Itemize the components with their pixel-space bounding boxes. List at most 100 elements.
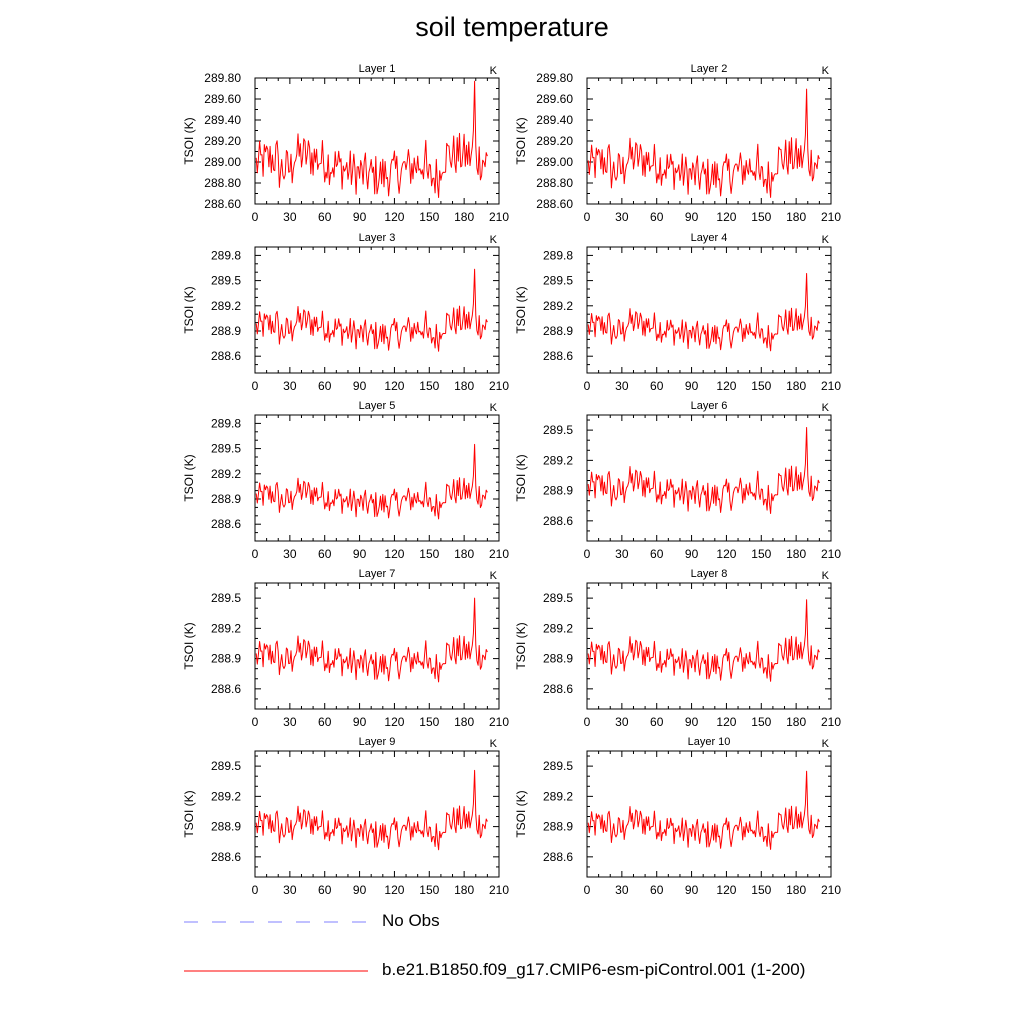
x-tick-label: 60 bbox=[318, 547, 332, 561]
x-tick-label: 30 bbox=[615, 379, 629, 393]
panel-title: Layer 3 bbox=[359, 232, 396, 244]
x-tick-label: 30 bbox=[615, 883, 629, 897]
series-line bbox=[587, 88, 820, 198]
series-line bbox=[255, 268, 488, 352]
x-tick-label: 150 bbox=[419, 715, 439, 729]
y-axis-label: TSOI (K) bbox=[182, 286, 196, 333]
x-tick-label: 210 bbox=[821, 379, 841, 393]
y-tick-label: 289.60 bbox=[536, 92, 573, 106]
y-axis-label: TSOI (K) bbox=[182, 790, 196, 837]
x-tick-label: 0 bbox=[584, 210, 591, 224]
panel-title: Layer 2 bbox=[691, 63, 728, 75]
x-tick-label: 30 bbox=[283, 547, 297, 561]
x-tick-label: 90 bbox=[353, 883, 367, 897]
x-tick-label: 90 bbox=[353, 715, 367, 729]
x-tick-label: 210 bbox=[489, 883, 509, 897]
panel-units: K bbox=[822, 570, 830, 582]
x-tick-label: 180 bbox=[786, 715, 806, 729]
panel-title: Layer 9 bbox=[359, 736, 396, 748]
panel-title: Layer 5 bbox=[359, 400, 396, 412]
y-tick-label: 289.2 bbox=[543, 299, 573, 313]
y-tick-label: 289.2 bbox=[211, 467, 241, 481]
y-tick-label: 289.8 bbox=[211, 248, 241, 262]
x-tick-label: 30 bbox=[283, 715, 297, 729]
x-tick-label: 0 bbox=[252, 379, 259, 393]
y-axis-label: TSOI (K) bbox=[514, 286, 528, 333]
plot-frame bbox=[586, 582, 832, 710]
panel-title: Layer 6 bbox=[691, 400, 728, 412]
y-tick-label: 288.9 bbox=[211, 492, 241, 506]
x-tick-label: 0 bbox=[584, 883, 591, 897]
y-tick-label: 289.5 bbox=[211, 591, 241, 605]
panel-units: K bbox=[490, 738, 498, 750]
panel-title: Layer 4 bbox=[691, 232, 728, 244]
y-axis-label: TSOI (K) bbox=[514, 454, 528, 501]
y-tick-label: 289.5 bbox=[543, 591, 573, 605]
panel-units: K bbox=[822, 402, 830, 414]
legend-label-model-run: b.e21.B1850.f09_g17.CMIP6-esm-piControl.… bbox=[382, 960, 806, 979]
series-line bbox=[255, 597, 488, 683]
x-tick-label: 30 bbox=[615, 547, 629, 561]
x-tick-label: 30 bbox=[283, 379, 297, 393]
x-tick-label: 210 bbox=[821, 547, 841, 561]
x-tick-label: 210 bbox=[821, 210, 841, 224]
x-tick-label: 60 bbox=[650, 547, 664, 561]
series-line bbox=[255, 80, 488, 198]
y-tick-label: 288.9 bbox=[211, 324, 241, 338]
x-tick-label: 120 bbox=[384, 547, 404, 561]
x-tick-label: 90 bbox=[353, 210, 367, 224]
series-line bbox=[255, 443, 488, 520]
y-tick-label: 289.5 bbox=[543, 759, 573, 773]
panel-units: K bbox=[490, 234, 498, 246]
panel-2: Layer 2 K TSOI (K) 0 30 60 90 120 150 180 210 288.6… bbox=[514, 63, 841, 224]
x-tick-label: 0 bbox=[584, 379, 591, 393]
x-tick-label: 0 bbox=[584, 547, 591, 561]
x-tick-label: 0 bbox=[252, 883, 259, 897]
y-tick-label: 289.2 bbox=[543, 789, 573, 803]
x-tick-label: 60 bbox=[650, 210, 664, 224]
y-tick-label: 289.20 bbox=[536, 134, 573, 148]
panel-units: K bbox=[490, 65, 498, 77]
x-tick-label: 30 bbox=[283, 210, 297, 224]
y-tick-label: 289.80 bbox=[204, 71, 241, 85]
x-tick-label: 90 bbox=[685, 715, 699, 729]
x-tick-label: 90 bbox=[353, 379, 367, 393]
y-axis-label: TSOI (K) bbox=[514, 790, 528, 837]
x-tick-label: 150 bbox=[419, 883, 439, 897]
y-tick-label: 289.8 bbox=[543, 248, 573, 262]
x-tick-label: 60 bbox=[318, 379, 332, 393]
x-tick-label: 210 bbox=[821, 883, 841, 897]
x-tick-label: 0 bbox=[252, 547, 259, 561]
x-tick-label: 0 bbox=[252, 715, 259, 729]
x-tick-label: 150 bbox=[751, 547, 771, 561]
x-tick-label: 60 bbox=[650, 379, 664, 393]
x-tick-label: 30 bbox=[615, 210, 629, 224]
series-line bbox=[255, 769, 488, 851]
x-tick-label: 180 bbox=[454, 210, 474, 224]
x-tick-label: 150 bbox=[751, 210, 771, 224]
x-tick-label: 210 bbox=[489, 715, 509, 729]
y-tick-label: 289.5 bbox=[211, 442, 241, 456]
panel-6: Layer 6 K TSOI (K) 0 30 60 90 120 150 180 210 288.6… bbox=[514, 400, 841, 561]
x-tick-label: 180 bbox=[454, 715, 474, 729]
series-line bbox=[587, 273, 820, 352]
panel-1: Layer 1 K TSOI (K) 0 30 60 90 120 150 180 210 288.6… bbox=[182, 63, 509, 224]
x-tick-label: 150 bbox=[419, 379, 439, 393]
series-line bbox=[587, 599, 820, 682]
y-tick-label: 288.60 bbox=[204, 197, 241, 211]
x-tick-label: 60 bbox=[650, 883, 664, 897]
x-tick-label: 180 bbox=[786, 379, 806, 393]
plot-frame bbox=[254, 246, 500, 374]
x-tick-label: 120 bbox=[716, 715, 736, 729]
y-tick-label: 289.8 bbox=[211, 416, 241, 430]
panel-units: K bbox=[490, 402, 498, 414]
x-tick-label: 150 bbox=[419, 210, 439, 224]
panel-title: Layer 8 bbox=[691, 568, 728, 580]
y-tick-label: 289.5 bbox=[211, 274, 241, 288]
panel-title: Layer 10 bbox=[688, 736, 731, 748]
y-tick-label: 289.2 bbox=[211, 621, 241, 635]
x-tick-label: 180 bbox=[786, 210, 806, 224]
y-tick-label: 289.5 bbox=[211, 759, 241, 773]
y-tick-label: 288.80 bbox=[536, 176, 573, 190]
panel-4: Layer 4 K TSOI (K) 0 30 60 90 120 150 180 210 288.6… bbox=[514, 232, 841, 393]
